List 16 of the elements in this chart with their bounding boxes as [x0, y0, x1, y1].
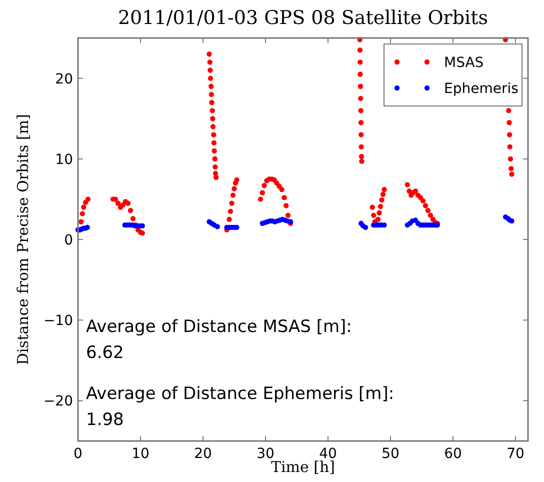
legend-label: MSAS [444, 55, 484, 71]
chart-title: 2011/01/01-03 GPS 08 Satellite Orbits [118, 7, 488, 29]
y-tick-label: 0 [64, 232, 73, 248]
x-tick-label: 20 [194, 446, 212, 462]
y-axis-title: Distance from Precise Orbits [m] [14, 114, 32, 365]
x-tick-label: 60 [444, 446, 462, 462]
x-tick-label: 10 [132, 446, 150, 462]
annotation: Average of Distance MSAS [m]: 6.62 [86, 317, 352, 364]
y-tick-label: −20 [43, 394, 73, 410]
annotation: Average of Distance Ephemeris [m]: 1.98 [86, 384, 394, 430]
y-tick-label: 20 [55, 71, 73, 88]
y-tick-label: −10 [43, 313, 73, 330]
x-tick-label: 50 [382, 446, 400, 462]
x-tick-label: 70 [506, 446, 524, 462]
y-tick-label: 10 [55, 152, 73, 168]
legend-label: Ephemeris [444, 81, 518, 97]
